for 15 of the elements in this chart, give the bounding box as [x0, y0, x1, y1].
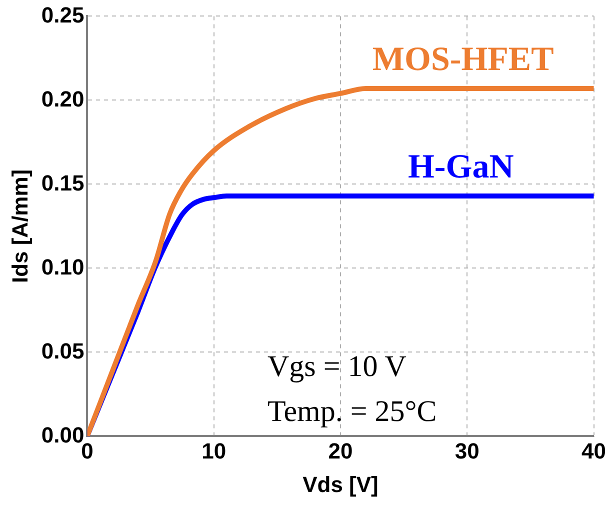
x-axis-title: Vds [V]	[302, 472, 378, 497]
annotation: Vgs = 10 V	[267, 350, 407, 384]
y-tick-label: 0.20	[41, 86, 84, 112]
y-tick-label: 0.10	[41, 254, 84, 280]
x-tick-label: 10	[202, 438, 226, 464]
series-label: MOS-HFET	[372, 41, 554, 78]
x-tick-label: 20	[328, 438, 353, 464]
y-axis-title: Ids [A/mm]	[7, 169, 32, 284]
y-tick-label: 0.15	[41, 170, 84, 196]
series-label: H-GaN	[408, 148, 514, 186]
y-tick-label: 0.25	[41, 2, 84, 28]
annotation: Temp. = 25°C	[267, 395, 437, 428]
x-tick-label: 40	[582, 438, 606, 464]
x-tick-label: 30	[454, 438, 480, 464]
y-tick-label: 0.05	[41, 338, 84, 364]
